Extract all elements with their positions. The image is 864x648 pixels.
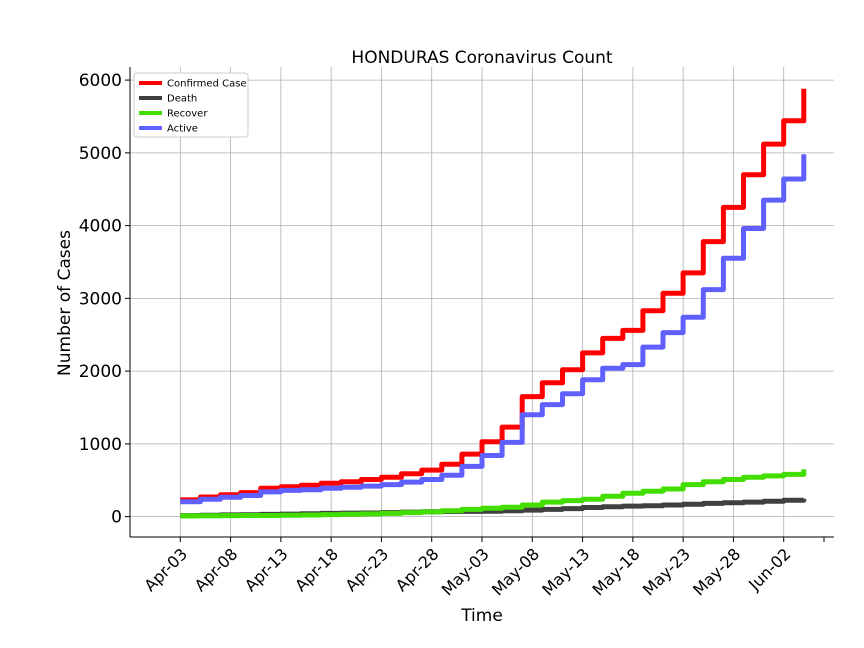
x-tick-label: Apr-18 <box>291 544 342 595</box>
legend: Confirmed Case Death Recover Active <box>133 72 249 138</box>
x-tick-label: May-13 <box>538 544 593 599</box>
x-tick-labels: Apr-03 Apr-08 Apr-13 Apr-18 Apr-23 Apr-28May-… <box>140 544 794 599</box>
series-line-confirmed-case <box>180 88 807 503</box>
x-tick-label: May-28 <box>689 544 744 599</box>
x-axis-label: Time <box>460 606 503 626</box>
series-lines <box>180 88 807 519</box>
x-tick-label: May-08 <box>488 544 543 599</box>
y-tick-labels: 0 1000 2000 3000 4000 5000 6000 <box>79 71 122 528</box>
legend-items: Confirmed Case Death Recover Active <box>139 79 247 135</box>
y-tick-label: 4000 <box>79 217 122 237</box>
y-axis-label: Number of Cases <box>55 230 75 376</box>
x-tick-label: May-18 <box>589 544 644 599</box>
x-tick-label: Apr-23 <box>341 544 392 595</box>
x-tick-label: Apr-08 <box>191 544 242 595</box>
axes <box>125 67 834 542</box>
x-tick-label: Apr-13 <box>241 544 292 595</box>
legend-box <box>133 72 249 138</box>
y-tick-label: 2000 <box>79 362 122 382</box>
y-tick-label: 1000 <box>79 435 122 455</box>
legend-label-recover: Recover <box>167 109 208 120</box>
x-tick-label: May-03 <box>438 544 493 599</box>
chart-title: HONDURAS Coronavirus Count <box>351 48 612 68</box>
series-line-recover <box>180 469 807 519</box>
y-tick-label: 3000 <box>79 289 122 309</box>
series-line-active <box>180 154 807 505</box>
x-tick-label: May-23 <box>639 544 694 599</box>
x-tick-label: Apr-03 <box>140 544 191 595</box>
y-tick-label: 6000 <box>79 71 122 91</box>
x-tick-label: Jun-02 <box>744 544 794 594</box>
x-tick-label: Apr-28 <box>392 544 443 595</box>
y-tick-label: 0 <box>111 508 122 528</box>
y-tick-label: 5000 <box>79 144 122 164</box>
legend-label-death: Death <box>167 94 197 105</box>
legend-label-confirmed-case: Confirmed Case <box>167 79 247 90</box>
legend-label-active: Active <box>167 124 198 135</box>
